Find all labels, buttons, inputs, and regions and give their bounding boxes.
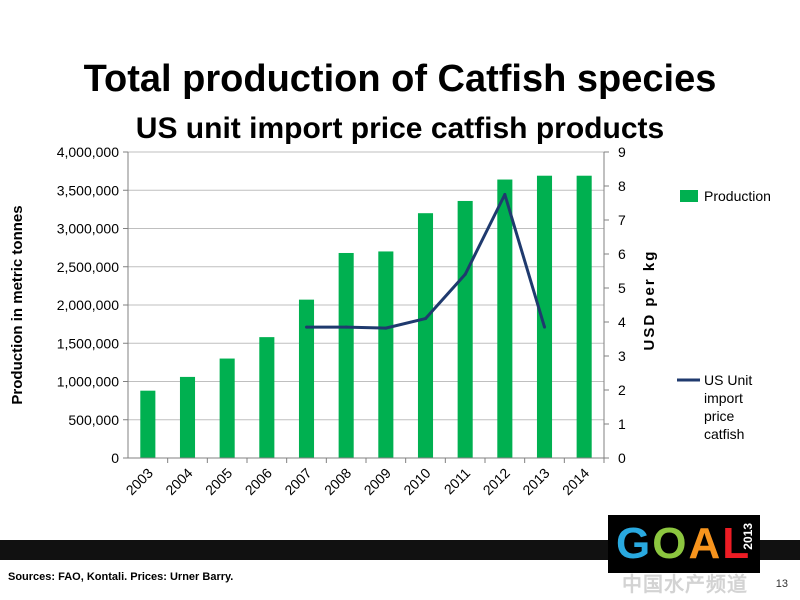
price-point-2012 bbox=[503, 193, 507, 196]
y-tick-label: 4,000,000 bbox=[57, 144, 119, 160]
bar-2006 bbox=[259, 337, 275, 458]
x-tick-label-2009: 2009 bbox=[361, 465, 394, 498]
bar-2008 bbox=[338, 252, 354, 458]
price-point-2009 bbox=[384, 326, 388, 330]
production-bars bbox=[140, 175, 592, 459]
bar-2011 bbox=[457, 200, 473, 458]
bar-2007 bbox=[298, 299, 315, 458]
y-tick-label: 1,000,000 bbox=[57, 374, 119, 390]
y-axis-title: Production in metric tonnes bbox=[9, 205, 26, 404]
y-tick-label: 3,500,000 bbox=[57, 182, 119, 198]
y-tick-label: 0 bbox=[111, 450, 119, 466]
logo-year: 2013 bbox=[741, 523, 755, 550]
x-tick-label-2011: 2011 bbox=[441, 465, 474, 498]
x-tick-label-2007: 2007 bbox=[281, 465, 314, 498]
y2-tick-label: 3 bbox=[618, 348, 626, 364]
bar-2010 bbox=[417, 213, 434, 458]
price-point-2013 bbox=[543, 325, 546, 329]
logo-letter-a: A bbox=[688, 519, 723, 568]
x-tick-label-2010: 2010 bbox=[400, 465, 433, 498]
price-point-2007 bbox=[305, 325, 308, 329]
y2-tick-label: 0 bbox=[618, 450, 626, 466]
y2-tick-label: 4 bbox=[618, 314, 626, 330]
price-line bbox=[305, 193, 546, 330]
x-tick-label-2004: 2004 bbox=[162, 465, 195, 498]
legend-bar-label: Production bbox=[704, 188, 771, 204]
x-tick-label-2006: 2006 bbox=[242, 465, 275, 498]
catfish-chart: 0 500,000 1,000,000 1,500,000 2,000,000 2,500… bbox=[9, 144, 771, 498]
y2-tick-label: 9 bbox=[618, 144, 626, 160]
y2-axis-title: USD per kg bbox=[641, 250, 658, 351]
chart-subtitle: US unit import price catfish products bbox=[135, 112, 665, 145]
x-tick-label-2013: 2013 bbox=[519, 465, 552, 498]
y2-tick-label: 2 bbox=[618, 382, 626, 398]
bar-2014 bbox=[576, 175, 592, 458]
logo-letter-l: L bbox=[722, 519, 752, 568]
footer-bar bbox=[0, 540, 800, 560]
x-tick-label-2008: 2008 bbox=[321, 465, 354, 498]
y2-tick-label: 8 bbox=[618, 178, 626, 194]
logo-letter-g: G bbox=[616, 519, 653, 568]
price-point-2011 bbox=[463, 272, 467, 276]
legend-line-label: import bbox=[704, 390, 743, 406]
bar-2012 bbox=[497, 179, 513, 459]
legend-bar-swatch bbox=[680, 190, 698, 202]
logo-letter-o: O bbox=[652, 519, 689, 568]
bar-2003 bbox=[140, 390, 156, 458]
y2-tick-label: 1 bbox=[618, 416, 626, 432]
bar-2004 bbox=[179, 376, 196, 458]
y-tick-label: 500,000 bbox=[68, 412, 119, 428]
gridlines bbox=[128, 151, 604, 459]
y2-tick-label: 5 bbox=[618, 280, 626, 296]
y-tick-label: 2,000,000 bbox=[57, 297, 119, 313]
goal-logo-text: GOAL bbox=[616, 519, 751, 569]
x-tick-label-2003: 2003 bbox=[123, 465, 156, 498]
chart-title: Total production of Catfish species bbox=[83, 58, 717, 100]
watermark: 中国水产频道 bbox=[622, 574, 748, 596]
page-number: 13 bbox=[775, 578, 788, 590]
x-tick-label-2014: 2014 bbox=[559, 465, 592, 498]
goal-logo: GOAL 2013 bbox=[608, 515, 760, 573]
y2-tick-label: 6 bbox=[618, 246, 626, 262]
bar-2013 bbox=[536, 175, 553, 458]
axes: 0 500,000 1,000,000 1,500,000 2,000,000 2,500… bbox=[9, 144, 658, 498]
bar-2005 bbox=[219, 358, 235, 458]
price-point-2008 bbox=[344, 325, 348, 329]
y-tick-label: 1,500,000 bbox=[57, 335, 119, 351]
y-tick-label: 2,500,000 bbox=[57, 259, 119, 275]
legend-line-label: US Unit bbox=[704, 372, 752, 388]
x-tick-label-2005: 2005 bbox=[202, 465, 235, 498]
legend: Production US Unit import price catfish bbox=[677, 188, 771, 442]
legend-line-label: catfish bbox=[704, 426, 744, 442]
legend-line-label: price bbox=[704, 408, 735, 424]
x-tick-label-2012: 2012 bbox=[480, 465, 513, 498]
sources-note: Sources: FAO, Kontali. Prices: Urner Bar… bbox=[8, 571, 234, 583]
bar-2009 bbox=[378, 251, 394, 458]
y-tick-label: 3,000,000 bbox=[57, 221, 119, 237]
price-point-2010 bbox=[424, 317, 427, 321]
y2-tick-label: 7 bbox=[618, 212, 626, 228]
